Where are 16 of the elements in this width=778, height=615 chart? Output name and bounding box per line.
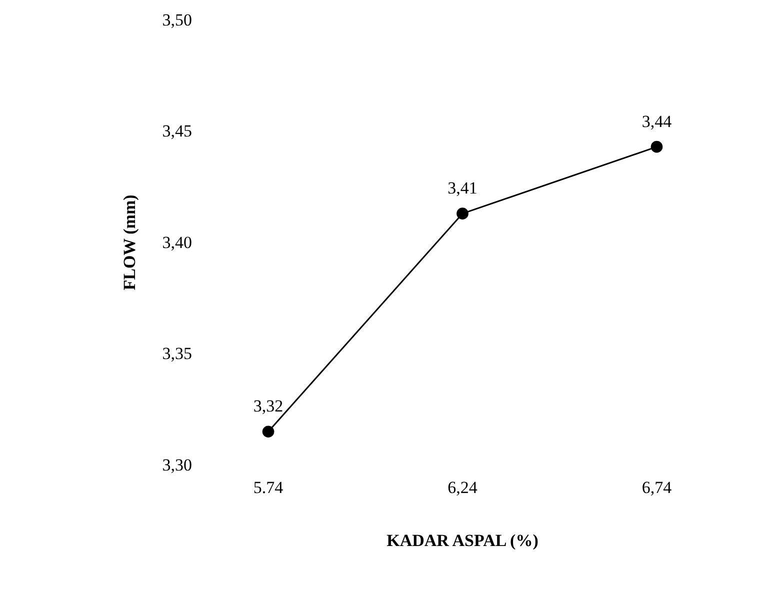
y-tick-label: 3,45 [162,122,192,141]
data-label: 3,32 [253,396,284,416]
y-tick-label: 3,35 [162,344,192,364]
point [650,140,663,153]
data-label: 3,41 [448,178,478,198]
y-tick-label: 3,40 [162,232,192,252]
y-tick-label: 3,50 [162,10,192,30]
x-axis-title: KADAR ASPAL (%) [386,531,538,550]
x-tick-label: 5.74 [253,478,284,498]
y-tick-label: 3,30 [162,455,192,474]
data-label: 3,44 [642,112,672,131]
x-tick-label: 6,24 [448,478,478,498]
point [262,426,274,438]
point [456,208,468,220]
y-axis-title: FLOW (mm) [120,194,139,290]
x-tick-label: 6,74 [642,478,672,498]
